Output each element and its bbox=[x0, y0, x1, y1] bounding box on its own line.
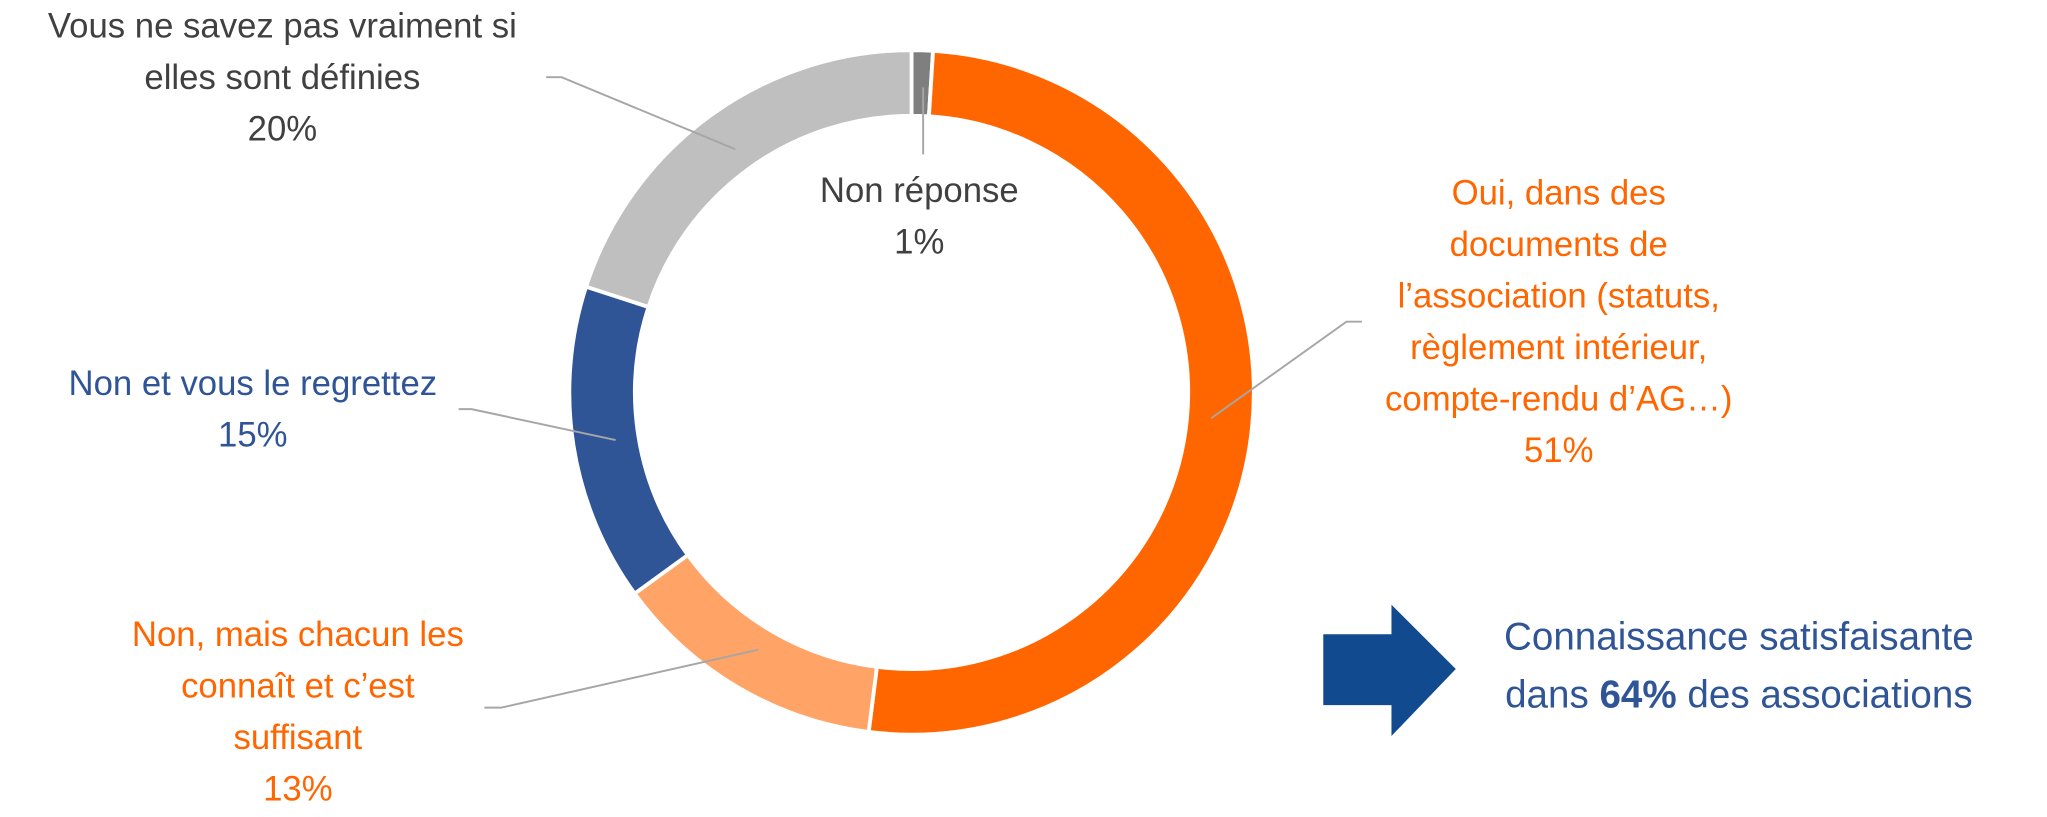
data-label-value: 15% bbox=[218, 417, 287, 455]
data-label-value: 51% bbox=[1524, 432, 1594, 470]
data-label: Vous ne savez pas vraiment si bbox=[48, 7, 517, 45]
annotation: dans 64% des associations bbox=[1505, 674, 1973, 717]
data-label-value: 13% bbox=[263, 770, 333, 808]
leader-line bbox=[546, 76, 736, 151]
leader-line bbox=[1210, 320, 1362, 419]
donut-segment bbox=[866, 48, 1256, 737]
donut-segment bbox=[567, 284, 691, 597]
data-label: Oui, dans des bbox=[1452, 175, 1666, 213]
arrow bbox=[1323, 604, 1456, 736]
data-label-value: 1% bbox=[894, 224, 944, 262]
data-label: l’association (statuts, bbox=[1398, 278, 1720, 316]
data-label: documents de bbox=[1450, 226, 1668, 264]
data-label: compte-rendu d’AG…) bbox=[1385, 381, 1732, 419]
data-label: Non et vous le regrettez bbox=[69, 365, 438, 403]
annotation: Connaissance satisfaisante bbox=[1504, 616, 1974, 659]
leader-line bbox=[484, 648, 759, 709]
data-label: suffisant bbox=[234, 719, 363, 757]
leader-line bbox=[458, 408, 616, 441]
data-label: elles sont définies bbox=[144, 59, 420, 97]
donut-segment bbox=[631, 552, 880, 735]
data-label: Non réponse bbox=[820, 172, 1019, 210]
data-label: règlement intérieur, bbox=[1410, 329, 1707, 367]
data-label: connaît et c’est bbox=[181, 668, 415, 706]
donut-segment bbox=[583, 48, 914, 310]
data-label: Non, mais chacun les bbox=[132, 616, 464, 654]
data-label-value: 20% bbox=[248, 110, 318, 148]
